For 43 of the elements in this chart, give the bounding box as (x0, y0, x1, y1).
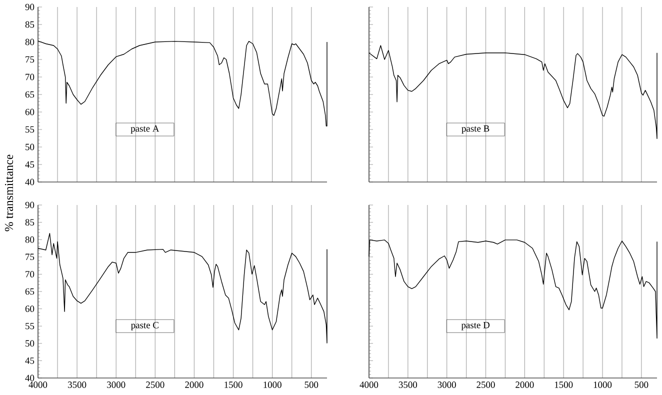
x-tick-label: 3500 (68, 382, 86, 388)
annotation: paste D (461, 322, 490, 330)
x-tick-label: 1500 (224, 382, 242, 388)
y-tick-label: 85 (25, 21, 34, 28)
x-tick-label: 2000 (185, 382, 204, 388)
y-tick-label: 50 (26, 144, 34, 150)
y-tick-label: 55 (26, 126, 34, 133)
y-tick-label: 90 (25, 202, 34, 208)
x-tick-label: 1000 (264, 382, 282, 388)
y-tick-label: 65 (25, 288, 34, 295)
x-tick-label: 500 (634, 382, 648, 388)
y-axis-title: % transmittance (4, 154, 14, 232)
y-tick-label: 65 (25, 91, 34, 98)
y-tick-label: 60 (25, 108, 34, 116)
x-tick-label: 2500 (146, 382, 164, 388)
x-tick-label: 3000 (438, 382, 456, 388)
x-tick-label: 2500 (476, 382, 495, 388)
y-tick-label: 90 (25, 4, 34, 10)
y-tick-label: 40 (25, 374, 34, 382)
y-tick-label: 75 (26, 56, 34, 63)
y-tick-label: 60 (25, 306, 34, 312)
x-tick-label: 4000 (360, 382, 378, 388)
y-tick-label: 75 (26, 254, 34, 260)
annotation: paste C (131, 322, 158, 330)
x-tick-label: 1500 (554, 382, 573, 388)
y-tick-label: 55 (26, 322, 34, 330)
x-tick-label: 500 (304, 382, 318, 388)
x-tick-label: 1000 (594, 382, 612, 388)
y-tick-label: 70 (26, 271, 34, 278)
annotation: paste B (462, 125, 490, 134)
y-tick-label: 80 (25, 38, 34, 46)
y-tick-label: 50 (26, 340, 34, 347)
x-tick-label: 4000 (28, 382, 48, 388)
annotation: paste A (130, 125, 160, 134)
y-tick-label: 45 (25, 358, 34, 364)
y-tick-label: 45 (25, 161, 34, 168)
y-tick-label: 40 (25, 178, 34, 186)
x-tick-label: 3500 (398, 382, 418, 388)
x-tick-label: 3000 (107, 382, 126, 388)
y-tick-label: 70 (26, 74, 34, 80)
y-tick-label: 80 (25, 236, 34, 243)
y-tick-label: 85 (25, 219, 34, 226)
x-tick-label: 2000 (516, 382, 534, 388)
